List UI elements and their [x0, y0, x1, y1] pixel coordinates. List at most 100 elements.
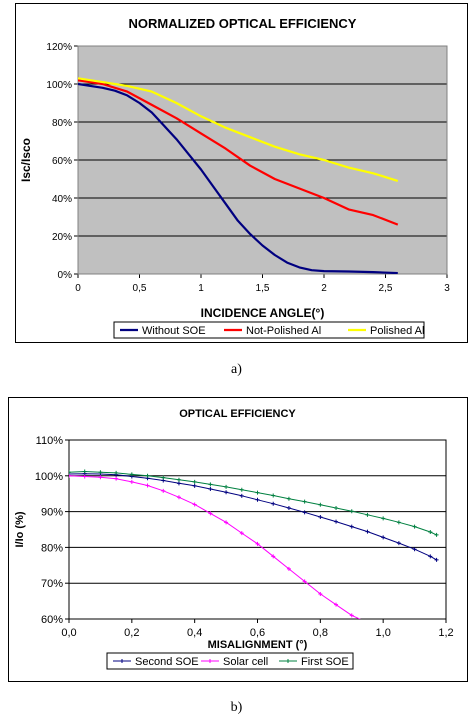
data-point [286, 506, 291, 511]
series-1 [69, 473, 361, 619]
chart-title: OPTICAL EFFICIENCY [179, 408, 296, 420]
y-tick-label: 80% [41, 542, 63, 554]
x-tick-label: 2 [321, 283, 327, 294]
data-point [69, 470, 71, 475]
data-point [302, 510, 307, 515]
data-point [271, 501, 276, 506]
legend-marker [120, 659, 124, 663]
x-tick-label: 0,0 [61, 627, 76, 639]
data-point [271, 554, 276, 559]
x-tick-label: 0,8 [313, 627, 328, 639]
data-point [255, 490, 260, 495]
x-tick-label: 0,6 [250, 627, 265, 639]
data-point [192, 483, 197, 488]
data-point [302, 499, 307, 504]
data-point [239, 531, 244, 536]
data-point [82, 469, 87, 474]
data-point [318, 502, 323, 507]
data-point [161, 475, 166, 480]
legend-label: Second SOE [135, 656, 199, 668]
data-point [428, 530, 433, 535]
data-point [98, 475, 103, 480]
data-point [255, 497, 260, 502]
data-point [192, 502, 197, 507]
data-point [176, 495, 181, 500]
data-point [176, 477, 181, 482]
chart-a: NORMALIZED OPTICAL EFFICIENCY 0% 20% 40% 60%… [19, 16, 450, 339]
y-axis-label: Isc/Isco [19, 138, 33, 182]
data-point [286, 566, 291, 571]
plot-area [69, 440, 446, 619]
data-point [192, 479, 197, 484]
y-tick-label: 90% [41, 507, 63, 519]
chart-a-frame: NORMALIZED OPTICAL EFFICIENCY 0% 20% 40% 60%… [15, 3, 468, 343]
x-tick-label: 1,5 [256, 283, 270, 294]
chart-b: OPTICAL EFFICIENCY 60% 70% 80% 90% 100% 110% 0,… [14, 408, 454, 670]
plot-border [77, 45, 448, 275]
x-axis-label: MISALIGNMENT (°) [208, 639, 308, 651]
data-point [365, 529, 370, 534]
y-tick-label: 60% [41, 614, 63, 626]
data-point [334, 602, 339, 607]
series-0 [78, 82, 398, 274]
data-point [69, 472, 71, 477]
data-point [434, 532, 439, 537]
legend-label: Without SOE [142, 325, 206, 337]
y-tick-label: 100% [35, 471, 63, 483]
chart-title: NORMALIZED OPTICAL EFFICIENCY [129, 16, 357, 31]
y-axis-label: I/Io (%) [14, 511, 26, 547]
caption-b: b) [230, 700, 243, 715]
data-point [224, 490, 229, 495]
data-point [334, 506, 339, 511]
legend-label: Solar cell [223, 656, 268, 668]
data-point [129, 479, 134, 484]
data-point [98, 470, 103, 475]
legend-label: Polished Al [370, 325, 424, 337]
data-point [428, 554, 433, 559]
x-tick-label: 3 [444, 283, 450, 294]
data-point [349, 613, 354, 618]
y-tick-label: 60% [52, 156, 72, 167]
data-point [129, 472, 134, 477]
chart-b-frame: OPTICAL EFFICIENCY 60% 70% 80% 90% 100% 110% 0,… [8, 397, 468, 682]
series-0 [69, 471, 439, 562]
x-tick-label: 1,0 [376, 627, 391, 639]
series-2 [69, 469, 439, 537]
y-tick-label: 80% [52, 118, 72, 129]
data-point [318, 514, 323, 519]
data-point [286, 496, 291, 501]
data-point [381, 535, 386, 540]
data-point [145, 473, 150, 478]
data-point [208, 511, 213, 516]
data-point [114, 470, 119, 475]
data-point [176, 481, 181, 486]
data-point [396, 541, 401, 546]
data-point [412, 524, 417, 529]
x-tick-label: 1 [198, 283, 204, 294]
x-tick-label: 0,2 [124, 627, 139, 639]
data-point [412, 547, 417, 552]
series-line [69, 475, 361, 619]
y-tick-label: 100% [46, 80, 72, 91]
data-point [334, 519, 339, 524]
legend-marker [208, 659, 212, 663]
x-tick-label: 0,5 [133, 283, 147, 294]
data-point [161, 488, 166, 493]
x-tick-label: 2,5 [379, 283, 393, 294]
data-point [114, 476, 119, 481]
legend-label: Not-Polished Al [246, 325, 321, 337]
data-point [302, 579, 307, 584]
plot-border [68, 439, 447, 620]
series-2 [78, 77, 399, 182]
data-point [271, 493, 276, 498]
y-tick-label: 110% [36, 435, 64, 447]
x-tick-label: 0,4 [187, 627, 202, 639]
data-point [239, 487, 244, 492]
data-point [349, 509, 354, 514]
caption-a: a) [231, 362, 242, 377]
legend-marker [286, 659, 290, 663]
data-point [145, 483, 150, 488]
legend: Without SOE Not-Polished Al Polished Al [113, 321, 425, 339]
series-line [78, 79, 399, 226]
x-tick-label: 1,2 [438, 627, 453, 639]
